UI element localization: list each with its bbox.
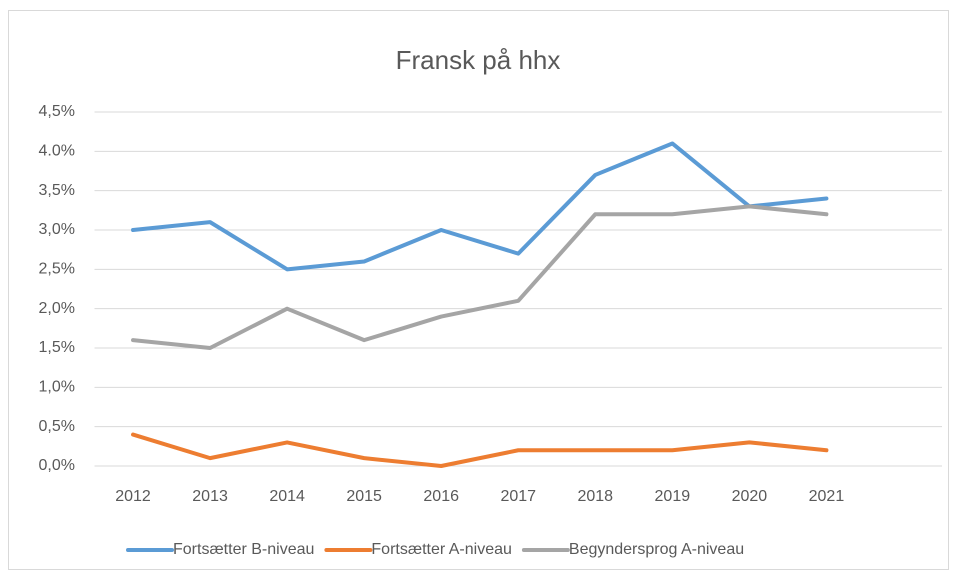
x-tick-label: 2018 — [577, 488, 613, 505]
y-tick-label: 3,0% — [39, 221, 75, 238]
x-tick-label: 2013 — [192, 488, 228, 505]
y-tick-label: 3,5% — [39, 182, 75, 199]
chart-title: Fransk på hhx — [396, 45, 561, 75]
y-tick-label: 4,5% — [39, 103, 75, 120]
series-line — [131, 141, 829, 272]
y-tick-label: 0,0% — [39, 457, 75, 474]
y-tick-label: 4.0% — [39, 143, 75, 160]
x-tick-label: 2019 — [655, 488, 691, 505]
legend-label: Fortsætter B-niveau — [173, 541, 314, 558]
y-tick-label: 1,0% — [39, 379, 75, 396]
legend-label: Begyndersprog A-niveau — [569, 541, 744, 558]
x-tick-label: 2012 — [115, 488, 151, 505]
legend-label: Fortsætter A-niveau — [371, 541, 512, 558]
x-tick-label: 2014 — [269, 488, 305, 505]
x-tick-label: 2020 — [732, 488, 768, 505]
series-line — [131, 432, 829, 468]
x-tick-label: 2016 — [423, 488, 459, 505]
x-tick-label: 2017 — [500, 488, 536, 505]
chart-border — [8, 10, 949, 570]
y-tick-label: 0,5% — [39, 418, 75, 435]
y-tick-label: 2,0% — [39, 300, 75, 317]
x-tick-label: 2021 — [809, 488, 845, 505]
series-line — [131, 204, 829, 350]
y-tick-label: 2,5% — [39, 261, 75, 278]
y-tick-label: 1,5% — [39, 339, 75, 356]
x-tick-label: 2015 — [346, 488, 382, 505]
